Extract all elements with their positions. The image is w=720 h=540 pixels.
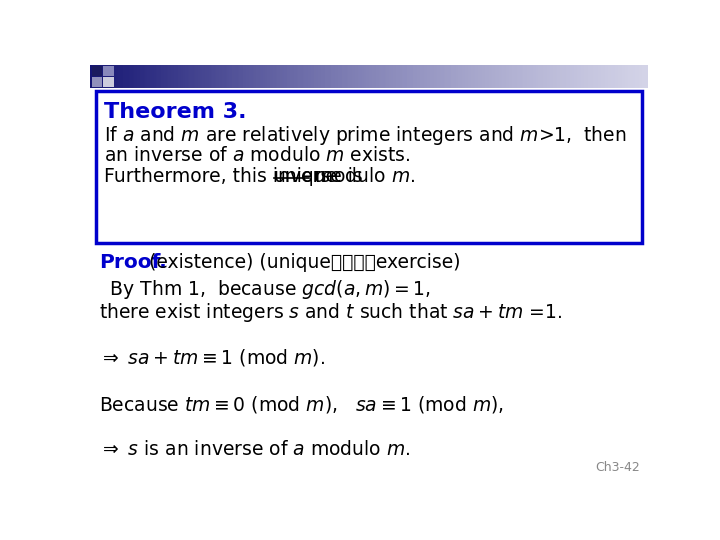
- FancyBboxPatch shape: [96, 91, 642, 244]
- Text: modulo $m$.: modulo $m$.: [309, 167, 415, 186]
- Text: (existence) (unique的部分是exercise): (existence) (unique的部分是exercise): [143, 253, 460, 273]
- FancyBboxPatch shape: [103, 77, 114, 87]
- FancyBboxPatch shape: [90, 65, 648, 481]
- Text: If $a$ and $m$ are relatively prime integers and $m$>1,  then: If $a$ and $m$ are relatively prime inte…: [104, 124, 626, 147]
- FancyBboxPatch shape: [91, 65, 102, 76]
- Text: Ch3-42: Ch3-42: [595, 462, 640, 475]
- Text: $\Rightarrow$ $s$ is an inverse of $a$ modulo $m$.: $\Rightarrow$ $s$ is an inverse of $a$ m…: [99, 440, 410, 459]
- Text: Because $tm \equiv 0$ (mod $m$),   $sa \equiv 1$ (mod $m$),: Because $tm \equiv 0$ (mod $m$), $sa \eq…: [99, 394, 504, 415]
- Text: Furthermore, this inverse is: Furthermore, this inverse is: [104, 167, 369, 186]
- Text: Theorem 3.: Theorem 3.: [104, 102, 246, 122]
- FancyBboxPatch shape: [91, 77, 102, 87]
- Text: By Thm 1,  because $gcd(a, m) = 1$,: By Thm 1, because $gcd(a, m) = 1$,: [104, 278, 431, 301]
- FancyBboxPatch shape: [103, 65, 114, 76]
- Text: $\Rightarrow$ $sa + tm \equiv 1$ (mod $m$).: $\Rightarrow$ $sa + tm \equiv 1$ (mod $m…: [99, 347, 325, 368]
- Text: there exist integers $s$ and $t$ such that $sa + tm$ =1.: there exist integers $s$ and $t$ such th…: [99, 301, 562, 324]
- Text: Proof.: Proof.: [99, 253, 167, 273]
- Text: unique: unique: [274, 167, 338, 186]
- Text: an inverse of $a$ modulo $m$ exists.: an inverse of $a$ modulo $m$ exists.: [104, 146, 410, 165]
